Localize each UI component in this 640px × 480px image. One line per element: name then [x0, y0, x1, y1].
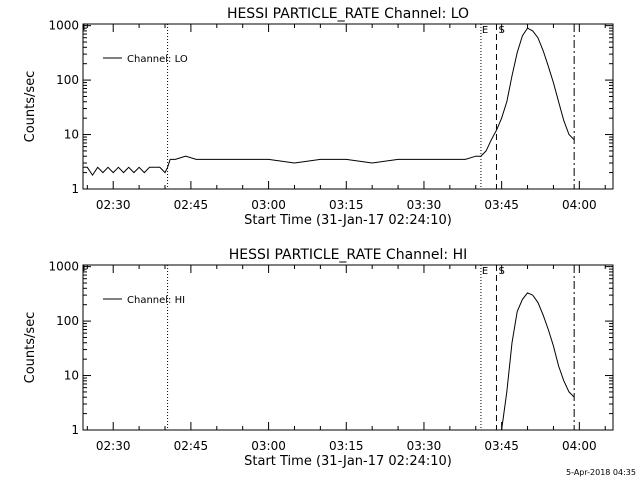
- x-tick-label: 03:45: [484, 198, 519, 212]
- marker-label-s: S: [498, 25, 504, 36]
- y-tick-label: 1: [71, 423, 79, 437]
- x-tick-label: 04:00: [562, 439, 597, 453]
- marker-label-e: E: [482, 266, 488, 277]
- marker-label-s: S: [498, 266, 504, 277]
- x-tick-label: 02:30: [96, 198, 131, 212]
- y-tick-label: 1000: [48, 19, 79, 33]
- y-tick-label: 10: [64, 128, 79, 142]
- x-axis-label: Start Time (31-Jan-17 02:24:10): [244, 213, 452, 228]
- y-tick-label: 1000: [48, 260, 79, 274]
- y-tick-label: 100: [56, 314, 79, 328]
- x-tick-label: 03:30: [407, 198, 442, 212]
- marker-label-e: E: [482, 25, 488, 36]
- plot-frame: [82, 264, 614, 431]
- legend-entry: Channel: HI: [127, 295, 185, 306]
- x-tick-label: 03:30: [407, 439, 442, 453]
- x-tick-label: 02:30: [96, 439, 131, 453]
- y-axis-label: Counts/sec: [23, 71, 38, 143]
- series-line: [501, 292, 575, 431]
- x-tick-label: 03:00: [251, 439, 286, 453]
- x-tick-label: 03:15: [329, 439, 364, 453]
- chart-title: HESSI PARTICLE_RATE Channel: HI: [229, 247, 467, 263]
- y-tick-label: 1: [71, 182, 79, 196]
- x-tick-label: 02:45: [174, 198, 209, 212]
- x-tick-label: 03:00: [251, 198, 286, 212]
- plot-frame: [82, 23, 614, 190]
- x-axis-label: Start Time (31-Jan-17 02:24:10): [244, 454, 452, 469]
- x-tick-label: 03:45: [484, 439, 519, 453]
- legend-entry: Channel: LO: [127, 54, 188, 65]
- x-tick-label: 04:00: [562, 198, 597, 212]
- footer-timestamp: 5-Apr-2018 04:35: [566, 468, 636, 477]
- chart-title: HESSI PARTICLE_RATE Channel: LO: [227, 6, 469, 22]
- series-line: [83, 27, 575, 177]
- y-tick-label: 100: [56, 73, 79, 87]
- y-tick-label: 10: [64, 369, 79, 383]
- x-tick-label: 03:15: [329, 198, 364, 212]
- x-tick-label: 02:45: [174, 439, 209, 453]
- y-axis-label: Counts/sec: [23, 312, 38, 384]
